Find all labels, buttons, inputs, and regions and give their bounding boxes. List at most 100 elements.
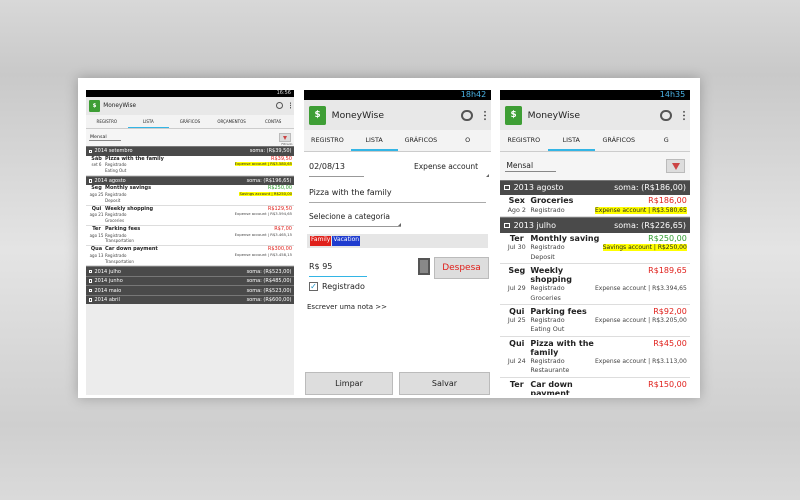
settings-button[interactable] — [275, 102, 283, 110]
amount-field[interactable]: R$ 95 — [309, 262, 367, 278]
group-header[interactable]: 2014 maio soma: (R$523,00) — [86, 285, 294, 295]
menu-button[interactable] — [483, 109, 487, 121]
entry-account: Expense account | R$3.394,65 — [595, 284, 687, 293]
description: Pizza with the family — [309, 188, 392, 198]
entry-title: Parking fees — [105, 225, 141, 232]
account-label: Expense account | R$3.205,00 — [594, 317, 687, 325]
category-field[interactable]: Selecione a categoria — [309, 212, 401, 228]
group-label: 2014 junho — [94, 278, 123, 284]
description-field[interactable]: Pizza with the family — [309, 188, 486, 204]
app-icon: $ — [504, 105, 523, 125]
menu-button[interactable] — [682, 109, 686, 121]
group-header[interactable]: 2014 setembro soma: (R$39,50) — [86, 146, 294, 156]
type-button[interactable]: Despesa — [434, 257, 489, 280]
entry[interactable]: Ter Parking fees R$7,00 ago 15 Registrado Exp… — [86, 225, 294, 246]
entry[interactable]: Sex Groceries R$186,00 Ago 2 Registrado Expen… — [500, 194, 690, 218]
tab[interactable]: GRÁFICOS — [179, 119, 201, 124]
app-title: MoneyWise — [331, 109, 384, 121]
tab[interactable]: LISTA — [547, 130, 595, 152]
entry-date: ago 21 — [89, 212, 104, 218]
note-link[interactable]: Escrever uma nota >> — [307, 303, 387, 312]
entry-title: Weekly shopping — [105, 205, 154, 212]
account-label: Expense account | R$3.458,15 — [234, 252, 292, 257]
tab[interactable]: LISTA — [127, 115, 170, 128]
account-field[interactable]: Expense account — [414, 162, 489, 178]
entry-category: Eating Out — [530, 325, 565, 334]
tab[interactable]: GRÁFICOS — [602, 135, 636, 144]
checkbox[interactable]: ✓ — [309, 282, 318, 292]
filter-row: Mensal — [500, 152, 690, 180]
action-bar: $ MoneyWise — [86, 96, 294, 115]
entry[interactable]: Qui Pizza with the family R$45,00 Jul 24 Reg… — [500, 337, 690, 379]
date-field[interactable]: 02/08/13 — [309, 162, 364, 178]
group-label: 2013 agosto — [513, 183, 564, 193]
tab[interactable]: O — [465, 135, 471, 144]
calculator-button[interactable] — [418, 258, 430, 276]
spacer — [88, 218, 105, 224]
entry-account: Expense account | R$3.580,65 — [594, 206, 687, 215]
entry-status: Registrado — [105, 162, 127, 168]
tab[interactable]: LISTA — [350, 130, 398, 152]
group-header[interactable]: 2014 abril soma: (R$600,00) — [86, 294, 294, 305]
menu-button[interactable] — [289, 102, 291, 110]
spacer — [88, 168, 105, 174]
account-label: Expense account | R$3.594,65 — [234, 212, 292, 217]
save-button[interactable]: Salvar — [399, 372, 490, 395]
entry[interactable]: Seg Monthly savings R$250,00 ago 25 Registra… — [86, 185, 294, 206]
tab[interactable]: GRÁFICOS — [404, 135, 438, 144]
group-total: soma: (R$523,00) — [246, 268, 292, 275]
group-header[interactable]: 2013 agosto soma: (R$186,00) — [500, 179, 690, 195]
account-label: Expense account | R$3.580,65 — [594, 206, 687, 214]
entry-status: Registrado — [105, 192, 127, 197]
filter-button[interactable] — [279, 133, 291, 142]
entry-status: Registrado — [105, 252, 127, 258]
account-label: Savings account | R$250,00 — [239, 192, 292, 196]
entry-date: Ago 2 — [507, 205, 526, 214]
tag[interactable]: Family — [310, 236, 332, 247]
entry[interactable]: Seg Weekly shopping R$189,65 Jul 29 Registra… — [500, 264, 690, 306]
entry-account: Expense account | R$3.205,00 — [595, 316, 687, 325]
settings-button[interactable] — [660, 109, 672, 121]
entry-date: ago 13 — [89, 252, 104, 258]
group-header[interactable]: 2014 junho soma: (R$485,00) — [86, 275, 294, 286]
filter-button[interactable] — [666, 158, 686, 174]
entry-title: Car down payment — [530, 379, 573, 395]
period-select[interactable]: Mensal — [89, 135, 279, 142]
group-header[interactable]: 2014 agosto soma: (R$196,65) — [86, 175, 294, 186]
entry-category: Deposit — [105, 197, 121, 203]
tab[interactable]: ORÇAMENTOS — [217, 119, 246, 124]
entry-category: Transportation — [105, 238, 134, 244]
entry[interactable]: Qui Parking fees R$92,00 Jul 25 Registrado Ex… — [500, 305, 690, 338]
tab[interactable]: REGISTRO — [311, 135, 344, 144]
group-header[interactable]: 2014 julho soma: (R$523,00) — [86, 266, 294, 276]
tab[interactable]: CONTAS — [265, 119, 282, 124]
period: Mensal — [504, 161, 556, 173]
entry[interactable]: Ter Monthly saving R$250,00 Jul 30 Registrad… — [500, 232, 690, 265]
entry-title: Groceries — [530, 196, 574, 206]
entry-status: Registrado — [530, 205, 565, 214]
group-header[interactable]: 2013 julho soma: (R$226,65) — [500, 217, 690, 233]
clear-button[interactable]: Limpar — [305, 372, 393, 395]
tabs: REGISTRO LISTA GRÁFICOS ORÇAMENTOS CONTAS — [86, 115, 294, 129]
entry-day: Qui — [509, 338, 525, 348]
tab[interactable]: REGISTRO — [96, 119, 118, 124]
tag[interactable]: Vacation — [332, 236, 361, 247]
tab[interactable]: G — [663, 135, 669, 144]
app-icon: $ — [308, 105, 327, 125]
entry-date: Jul 25 — [507, 316, 526, 325]
spacer — [503, 253, 530, 262]
tab[interactable]: REGISTRO — [507, 135, 541, 144]
entry[interactable]: Qui Weekly shopping R$129,50 ago 21 Registra… — [86, 205, 294, 226]
entry-status: Registrado — [530, 284, 565, 293]
entry-day: Qui — [91, 205, 102, 212]
action-bar: $ MoneyWise — [304, 100, 491, 130]
collapse-icon — [504, 184, 510, 191]
checkbox-row[interactable]: ✓ Registrado — [309, 282, 365, 292]
period-select[interactable]: Mensal — [504, 161, 666, 173]
entry-day: Sex — [508, 196, 525, 206]
entry-date: Jul 30 — [507, 243, 526, 252]
entry[interactable]: Sáb Pizza with the family R$39,50 set 6 Regi… — [86, 155, 294, 176]
entry[interactable]: Qua Car down payment R$300,00 ago 13 Registr… — [86, 246, 294, 267]
settings-button[interactable] — [461, 109, 473, 121]
